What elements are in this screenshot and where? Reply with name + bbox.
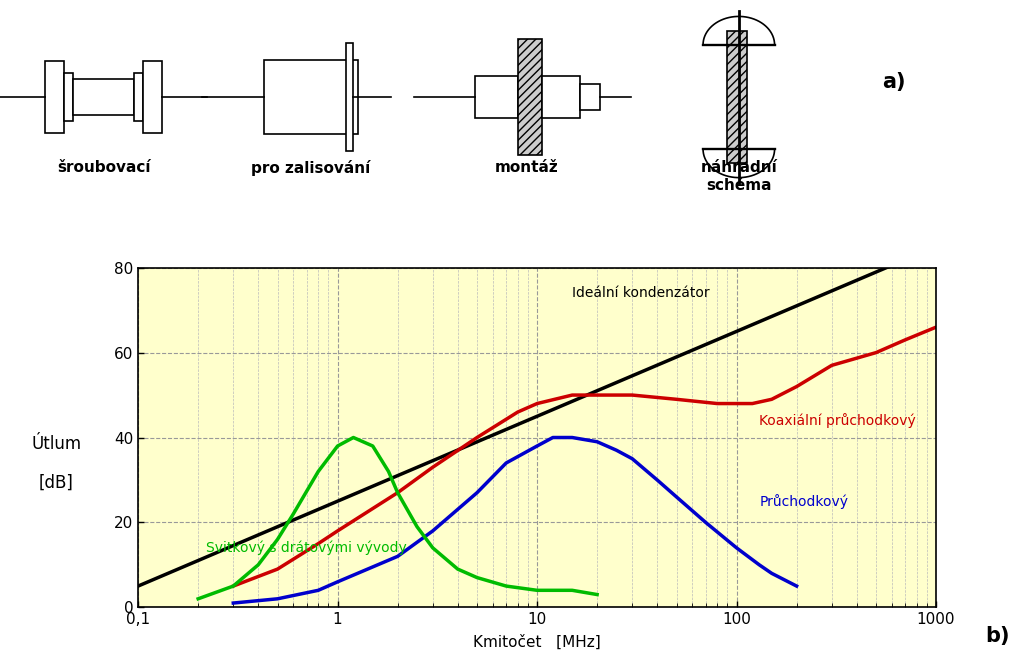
Text: [dB]: [dB] <box>39 474 74 492</box>
Bar <box>347 43 353 151</box>
Bar <box>542 76 580 118</box>
Bar <box>64 73 74 121</box>
Text: pro zalisování: pro zalisování <box>251 161 370 176</box>
Text: Průchodkový: Průchodkový <box>759 494 848 509</box>
Text: Útlum: Útlum <box>32 435 81 453</box>
Text: b): b) <box>985 626 1010 646</box>
Text: Ideální kondenzátor: Ideální kondenzátor <box>572 286 710 300</box>
X-axis label: Kmitočet   [MHz]: Kmitočet [MHz] <box>474 634 601 649</box>
Bar <box>134 73 143 121</box>
Bar <box>74 79 134 115</box>
Bar <box>580 84 601 110</box>
Bar <box>143 61 162 133</box>
Text: náhradní
schéma: náhradní schéma <box>701 161 777 193</box>
Text: a): a) <box>883 72 905 92</box>
Text: šroubovací: šroubovací <box>57 161 150 176</box>
Bar <box>45 61 64 133</box>
Text: montáž: montáž <box>495 161 559 176</box>
Bar <box>518 39 542 155</box>
Bar <box>726 31 747 163</box>
Bar <box>264 59 358 135</box>
Text: Koaxiální průchodkový: Koaxiální průchodkový <box>759 413 916 428</box>
Bar <box>476 76 518 118</box>
Text: Svitkový s drátovými vývody: Svitkový s drátovými vývody <box>207 541 407 555</box>
